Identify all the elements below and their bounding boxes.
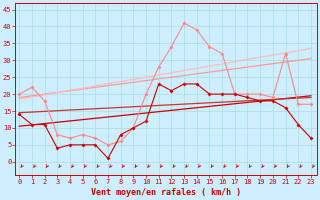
X-axis label: Vent moyen/en rafales ( km/h ): Vent moyen/en rafales ( km/h ) bbox=[91, 188, 241, 197]
